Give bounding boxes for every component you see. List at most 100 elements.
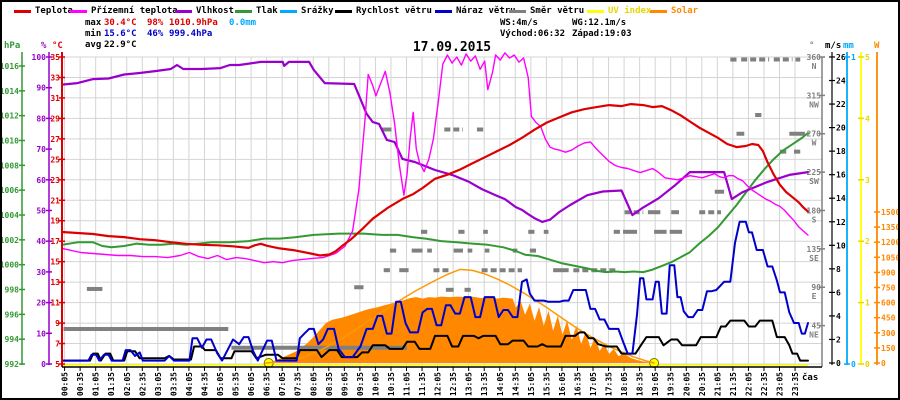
axis-tick-label: 05:35 xyxy=(232,372,241,396)
axis-tick-label: 0 xyxy=(881,359,886,368)
stat-min-pressure: 999.4hPa xyxy=(169,29,213,39)
axis-tick-label: 50 xyxy=(36,207,46,216)
axis-tick-label: 10 xyxy=(836,241,846,250)
axis-tick-label: 18:35 xyxy=(636,372,645,396)
legend-item: Tlak xyxy=(235,6,278,16)
axis-tick-label: 40 xyxy=(36,237,46,246)
legend-item: Solar xyxy=(650,6,698,16)
axis-tick-label: 22:05 xyxy=(744,372,753,396)
axis-tick-label: 07:05 xyxy=(278,372,287,396)
axis-tick-label: 08:05 xyxy=(309,372,318,396)
legend-item: Náraz větru xyxy=(435,6,516,16)
axis-tick-label: 70 xyxy=(36,145,46,154)
axis-tick-label: 20 xyxy=(836,124,846,133)
legend-item: Vlhkost xyxy=(175,6,234,16)
axis-tick-label: 1008 xyxy=(2,161,19,170)
legend-color-dash xyxy=(235,9,252,13)
axis-tick-label: 90 xyxy=(811,283,821,292)
legend-color-dash xyxy=(587,9,604,13)
stat-wind-speed: WS:4m/s xyxy=(500,18,538,28)
axis-header-degrees: ° xyxy=(809,41,815,51)
axis-tick-label: 225 xyxy=(807,168,822,177)
series-pressure xyxy=(61,132,809,274)
stat-min-label: min xyxy=(85,29,102,39)
legend-item: Teplota xyxy=(14,6,73,16)
axis-tick-label: 13:05 xyxy=(465,372,474,396)
legend-item: Rychlost větru xyxy=(335,6,432,16)
axis-tick-label: W xyxy=(812,139,817,148)
axis-tick-label: 3 xyxy=(865,176,870,185)
axis-tick-label: 996 xyxy=(5,310,20,319)
axis-tick-label: 45 xyxy=(811,322,821,331)
axis-tick-label: 315 xyxy=(807,91,822,100)
axis-tick-label: 10 xyxy=(36,329,46,338)
axis-tick-label: 80 xyxy=(36,114,46,123)
series-wind-speed xyxy=(61,319,809,362)
axis-tick-label: 22 xyxy=(836,100,846,109)
axis-tick-label: 10:05 xyxy=(371,372,380,396)
axis-tick-label: 09:35 xyxy=(356,372,365,396)
legend-color-dash xyxy=(14,9,31,13)
axis-tick-label: 992 xyxy=(5,360,20,369)
legend-color-dash xyxy=(280,9,297,13)
axis-tick-label: 15 xyxy=(50,258,60,267)
axis-tick-label: 4 xyxy=(836,312,841,321)
axis-tick-label: 19:05 xyxy=(651,372,660,396)
axis-tick-label: E xyxy=(812,292,817,301)
axis-tick-label: 16 xyxy=(836,171,846,180)
axis-tick-label: 15:35 xyxy=(542,372,551,396)
axis-tick-label: 0 xyxy=(41,360,46,369)
axis-tick-label: 11:05 xyxy=(403,372,412,396)
axis-header-celsius: °C xyxy=(52,41,63,51)
axis-tick-label: 18 xyxy=(836,147,846,156)
axis-tick-label: 4 xyxy=(865,114,870,123)
axis-tick-label: 20 xyxy=(36,299,46,308)
axis-tick-label: 21:05 xyxy=(713,372,722,396)
axis-tick-label: 1002 xyxy=(2,236,19,245)
axis-tick-label: 360 xyxy=(807,53,822,62)
axis-tick-label: 30 xyxy=(36,268,46,277)
axis-tick-label: 0 xyxy=(851,360,856,369)
axis-tick-label: 12:05 xyxy=(434,372,443,396)
axis-header-ms: m/s xyxy=(825,41,842,51)
axis-tick-label: 15:05 xyxy=(527,372,536,396)
stat-avg-temp: 22.9°C xyxy=(104,40,137,50)
axis-tick-label: 270 xyxy=(807,130,822,139)
stat-min-humidity: 46% xyxy=(147,29,164,39)
axis-tick-label: 07:35 xyxy=(294,372,303,396)
axis-tick-label: 1050 xyxy=(881,253,898,262)
axis-tick-label: 900 xyxy=(881,268,896,277)
legend-label: Vlhkost xyxy=(196,6,234,16)
legend-item: Přízemní teplota xyxy=(70,6,178,16)
axis-tick-label: 450 xyxy=(881,314,896,323)
axis-tick-label: 7 xyxy=(55,340,60,349)
axis-tick-label: 5 xyxy=(865,53,870,62)
legend-label: Solar xyxy=(671,6,699,16)
stat-sunrise: Východ:06:32 xyxy=(500,29,566,39)
series-wind-gust xyxy=(61,220,809,362)
axis-tick-label: S xyxy=(812,215,817,224)
axis-tick-label: 21 xyxy=(50,196,60,205)
axis-tick-label: 1006 xyxy=(2,186,19,195)
stats-line-max: max 30.4°C 98% 1010.9hPa 0.0mm WS:4m/s W… xyxy=(2,18,898,29)
axis-tick-label: 31 xyxy=(50,94,60,103)
axis-tick-label: 60 xyxy=(36,176,46,185)
axis-tick-label: 2 xyxy=(836,335,841,344)
axis-tick-label: 14:05 xyxy=(496,372,505,396)
axis-tick-label: SW xyxy=(809,177,819,186)
stat-min-temp: 15.6°C xyxy=(104,29,137,39)
wind-direction-marks xyxy=(63,57,805,350)
axis-tick-label: 13:35 xyxy=(480,372,489,396)
stat-max-label: max xyxy=(85,18,102,28)
axis-tick-label: 04:05 xyxy=(185,372,194,396)
axis-tick-label: 150 xyxy=(881,344,896,353)
axis-header-percent: % xyxy=(41,41,47,51)
axis-tick-label: 03:05 xyxy=(154,372,163,396)
axis-tick-label: 6 xyxy=(836,288,841,297)
stat-max-temp: 30.4°C xyxy=(104,18,137,28)
axis-tick-label: 18:05 xyxy=(620,372,629,396)
axis-tick-label: 19:35 xyxy=(667,372,676,396)
axis-tick-label: 1 xyxy=(851,53,856,62)
axis-tick-label: 2 xyxy=(865,237,870,246)
